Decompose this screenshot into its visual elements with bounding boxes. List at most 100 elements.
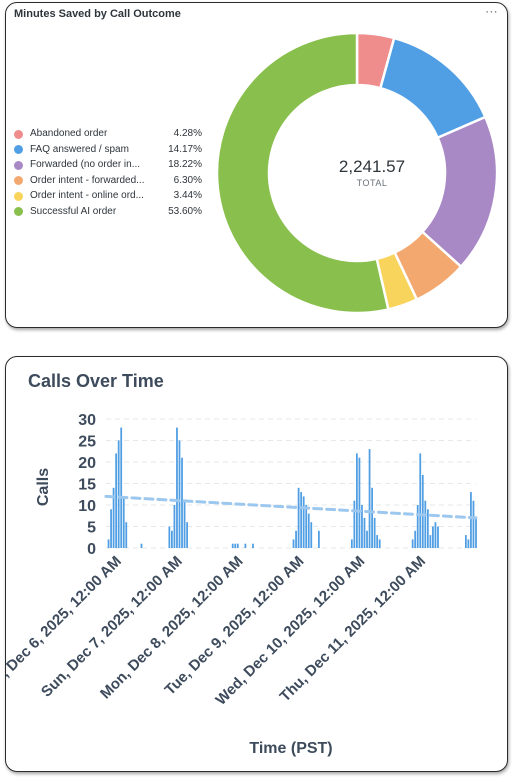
bar[interactable] — [307, 513, 310, 548]
legend-percent: 14.17% — [168, 143, 202, 155]
bar[interactable] — [414, 530, 417, 548]
bar[interactable] — [292, 539, 295, 548]
legend-label: FAQ answered / spam — [30, 143, 129, 155]
bar[interactable] — [434, 522, 437, 548]
legend-percent: 53.60% — [168, 205, 202, 217]
bar[interactable] — [376, 535, 379, 548]
legend-swatch — [14, 160, 23, 170]
legend-label: Order intent - online ord... — [30, 190, 144, 202]
bar[interactable] — [424, 500, 427, 548]
legend-label: Forwarded (no order in... — [30, 159, 141, 171]
bar[interactable] — [437, 526, 439, 549]
bar[interactable] — [300, 492, 303, 548]
legend-percent: 4.28% — [173, 128, 202, 139]
y-tick-label: 5 — [87, 520, 96, 537]
bar[interactable] — [122, 496, 125, 548]
bar[interactable] — [112, 487, 115, 548]
y-tick-label: 20 — [78, 455, 96, 472]
bar[interactable] — [297, 487, 300, 548]
bar[interactable] — [117, 440, 120, 549]
donut-slice[interactable] — [215, 31, 390, 315]
bar[interactable] — [429, 535, 432, 548]
bar[interactable] — [115, 453, 118, 548]
bar[interactable] — [252, 543, 254, 548]
donut-card: Minutes Saved by Call Outcome ⋯ Abandone… — [5, 2, 508, 328]
bar[interactable] — [171, 530, 173, 548]
bar[interactable] — [231, 543, 234, 548]
total-value: 2,241.57 — [338, 157, 406, 176]
legend-item[interactable]: Order intent - forwarded... 6.30% — [14, 174, 202, 190]
bar[interactable] — [464, 535, 467, 548]
legend-swatch — [14, 191, 23, 201]
bar[interactable] — [361, 505, 363, 548]
y-tick-label: 15 — [78, 477, 96, 494]
bar[interactable] — [421, 474, 424, 548]
bar[interactable] — [305, 505, 308, 548]
bar[interactable] — [168, 526, 171, 549]
bar[interactable] — [373, 517, 376, 548]
bar[interactable] — [368, 449, 371, 548]
legend-item[interactable]: Abandoned order 4.28% — [14, 127, 202, 143]
legend-percent: 18.22% — [168, 159, 202, 171]
bar[interactable] — [178, 440, 181, 549]
bar[interactable] — [467, 539, 470, 548]
bar[interactable] — [358, 457, 361, 548]
bar[interactable] — [186, 522, 188, 548]
bar[interactable] — [295, 530, 297, 548]
bar[interactable] — [234, 543, 237, 548]
trend-line — [104, 494, 478, 520]
y-tick-label: 10 — [78, 498, 96, 515]
legend-swatch — [14, 129, 23, 139]
y-axis-label: Calls — [35, 468, 52, 506]
bar[interactable] — [176, 427, 178, 548]
bar[interactable] — [236, 543, 239, 548]
legend-item[interactable]: FAQ answered / spam 14.17% — [14, 143, 202, 159]
bar[interactable] — [356, 453, 358, 548]
bar-card: 0 5 10 15 20 25 30 Sat, Dec 6, 2025, 12:00 AM Su… — [5, 356, 508, 772]
bar[interactable] — [353, 500, 356, 548]
bar[interactable] — [416, 505, 419, 548]
x-axis-label: Time (PST) — [249, 740, 332, 757]
legend-item[interactable]: Order intent - online ord... 3.44% — [14, 189, 202, 205]
legend-item[interactable]: Forwarded (no order in... 18.22% — [14, 158, 202, 174]
legend-label: Successful AI order — [30, 205, 117, 217]
bar[interactable] — [470, 492, 472, 548]
bar[interactable] — [472, 500, 475, 548]
bar[interactable] — [140, 543, 143, 548]
bar[interactable] — [426, 509, 429, 548]
bar[interactable] — [378, 539, 381, 548]
bar[interactable] — [363, 517, 366, 548]
card-title: Minutes Saved by Call Outcome — [14, 8, 181, 20]
bar[interactable] — [350, 539, 353, 548]
bar[interactable] — [244, 543, 247, 548]
y-tick-label: 30 — [78, 412, 96, 429]
bar[interactable] — [181, 457, 183, 548]
bar[interactable] — [120, 427, 123, 548]
legend-label: Abandoned order — [30, 128, 108, 139]
legend-swatch — [14, 207, 23, 217]
legend-item[interactable]: Successful AI order 53.60% — [14, 205, 202, 221]
bar[interactable] — [107, 539, 110, 548]
ellipsis-icon[interactable]: ⋯ — [485, 4, 499, 19]
bar[interactable] — [310, 522, 313, 548]
legend: Abandoned order 4.28% FAQ answered / spam 1… — [14, 127, 202, 221]
bar[interactable] — [302, 496, 305, 548]
bar[interactable] — [475, 517, 477, 548]
chart-title: Calls Over Time — [28, 371, 164, 391]
donut-chart — [215, 31, 499, 315]
y-tick-label: 0 — [87, 541, 96, 558]
bar[interactable] — [110, 509, 112, 548]
bar[interactable] — [411, 539, 414, 548]
y-tick-label: 25 — [78, 434, 96, 451]
bar[interactable] — [125, 522, 128, 548]
bar[interactable] — [432, 526, 434, 549]
total-label: TOTAL — [356, 178, 388, 188]
bar[interactable] — [183, 500, 186, 548]
bar[interactable] — [419, 453, 422, 548]
bar[interactable] — [317, 530, 320, 548]
bar[interactable] — [366, 530, 368, 548]
bar[interactable] — [173, 505, 176, 548]
bar[interactable] — [371, 487, 373, 548]
legend-percent: 3.44% — [173, 190, 202, 202]
